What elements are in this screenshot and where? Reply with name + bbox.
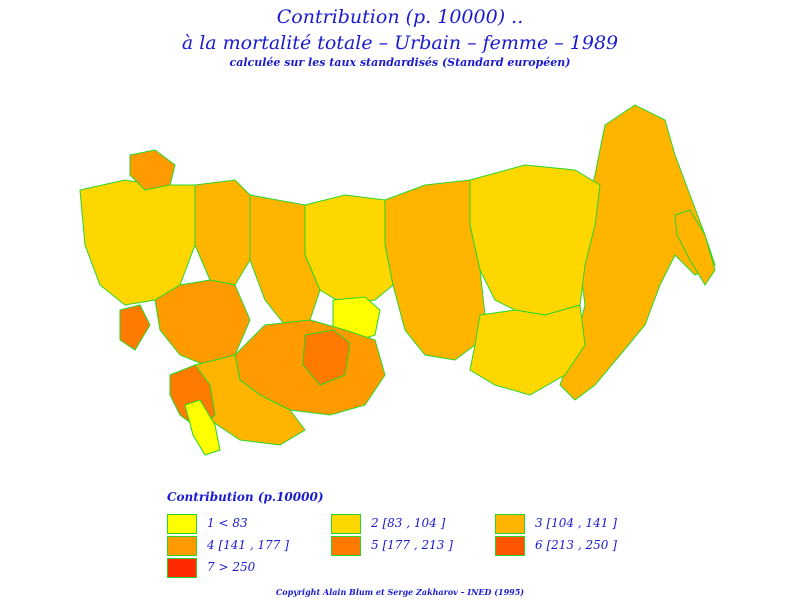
legend-label: 2 [83 , 104 ] [371, 516, 446, 530]
legend-label: 4 [141 , 177 ] [207, 538, 289, 552]
map-region-kazakhstan-east [302, 329, 351, 386]
map-region-kola [129, 149, 176, 191]
map-region-krasnoyarsk [384, 179, 486, 361]
legend-swatch [331, 536, 361, 556]
map-caption: calculée sur les taux standardisés (Stan… [229, 56, 571, 69]
legend-label: 7 > 250 [207, 560, 256, 574]
legend-swatch [167, 514, 197, 534]
legend-swatch [331, 514, 361, 534]
map-region-caucasus [119, 304, 151, 351]
map-regions [79, 104, 716, 456]
legend-label: 1 < 83 [207, 516, 248, 530]
map-region-uzbekistan [184, 399, 221, 456]
legend-swatch [167, 536, 197, 556]
choropleth-map [79, 104, 716, 456]
map-subtitle: à la mortalité totale – Urbain – femme –… [181, 32, 619, 54]
legend-swatch [495, 536, 525, 556]
legend-swatch [495, 514, 525, 534]
legend-label: 5 [177 , 213 ] [371, 538, 453, 552]
map-region-kamchatka [674, 209, 716, 286]
legend-label: 3 [104 , 141 ] [535, 516, 617, 530]
legend-label: 6 [213 , 250 ] [535, 538, 617, 552]
map-region-european-north [194, 179, 251, 286]
legend-title: Contribution (p.10000) [167, 490, 324, 504]
legend-swatch [167, 558, 197, 578]
map-region-central-siberia-south [469, 304, 586, 396]
copyright-notice: Copyright Alain Blum et Serge Zakharov –… [275, 587, 525, 597]
map-region-volga [154, 279, 251, 366]
map-region-yakutia [469, 164, 601, 316]
map-title: Contribution (p. 10000) .. [276, 6, 524, 28]
